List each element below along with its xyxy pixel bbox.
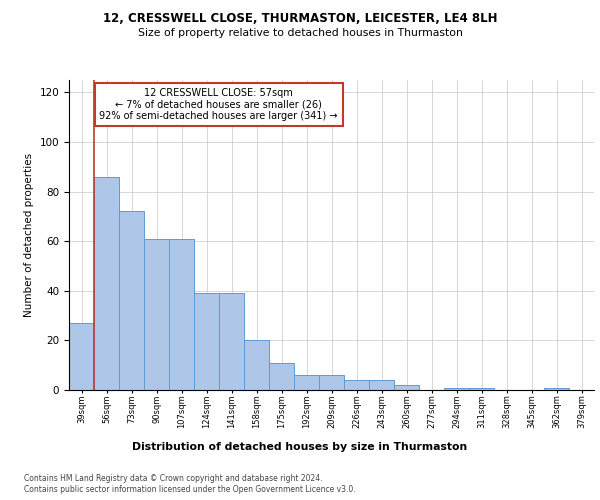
Bar	[69, 323, 94, 390]
Text: Contains HM Land Registry data © Crown copyright and database right 2024.: Contains HM Land Registry data © Crown c…	[24, 474, 323, 483]
Text: Distribution of detached houses by size in Thurmaston: Distribution of detached houses by size …	[133, 442, 467, 452]
Bar	[144, 238, 169, 390]
Bar	[269, 362, 294, 390]
Bar	[394, 385, 419, 390]
Bar	[119, 212, 144, 390]
Text: 12, CRESSWELL CLOSE, THURMASTON, LEICESTER, LE4 8LH: 12, CRESSWELL CLOSE, THURMASTON, LEICEST…	[103, 12, 497, 26]
Bar	[219, 294, 244, 390]
Bar	[544, 388, 569, 390]
Y-axis label: Number of detached properties: Number of detached properties	[24, 153, 34, 317]
Bar	[94, 176, 119, 390]
Bar	[319, 375, 344, 390]
Text: Contains public sector information licensed under the Open Government Licence v3: Contains public sector information licen…	[24, 485, 356, 494]
Bar	[344, 380, 369, 390]
Bar	[169, 238, 194, 390]
Text: 12 CRESSWELL CLOSE: 57sqm
← 7% of detached houses are smaller (26)
92% of semi-d: 12 CRESSWELL CLOSE: 57sqm ← 7% of detach…	[100, 88, 338, 121]
Bar	[369, 380, 394, 390]
Text: Size of property relative to detached houses in Thurmaston: Size of property relative to detached ho…	[137, 28, 463, 38]
Bar	[194, 294, 219, 390]
Bar	[294, 375, 319, 390]
Bar	[469, 388, 494, 390]
Bar	[444, 388, 469, 390]
Bar	[244, 340, 269, 390]
